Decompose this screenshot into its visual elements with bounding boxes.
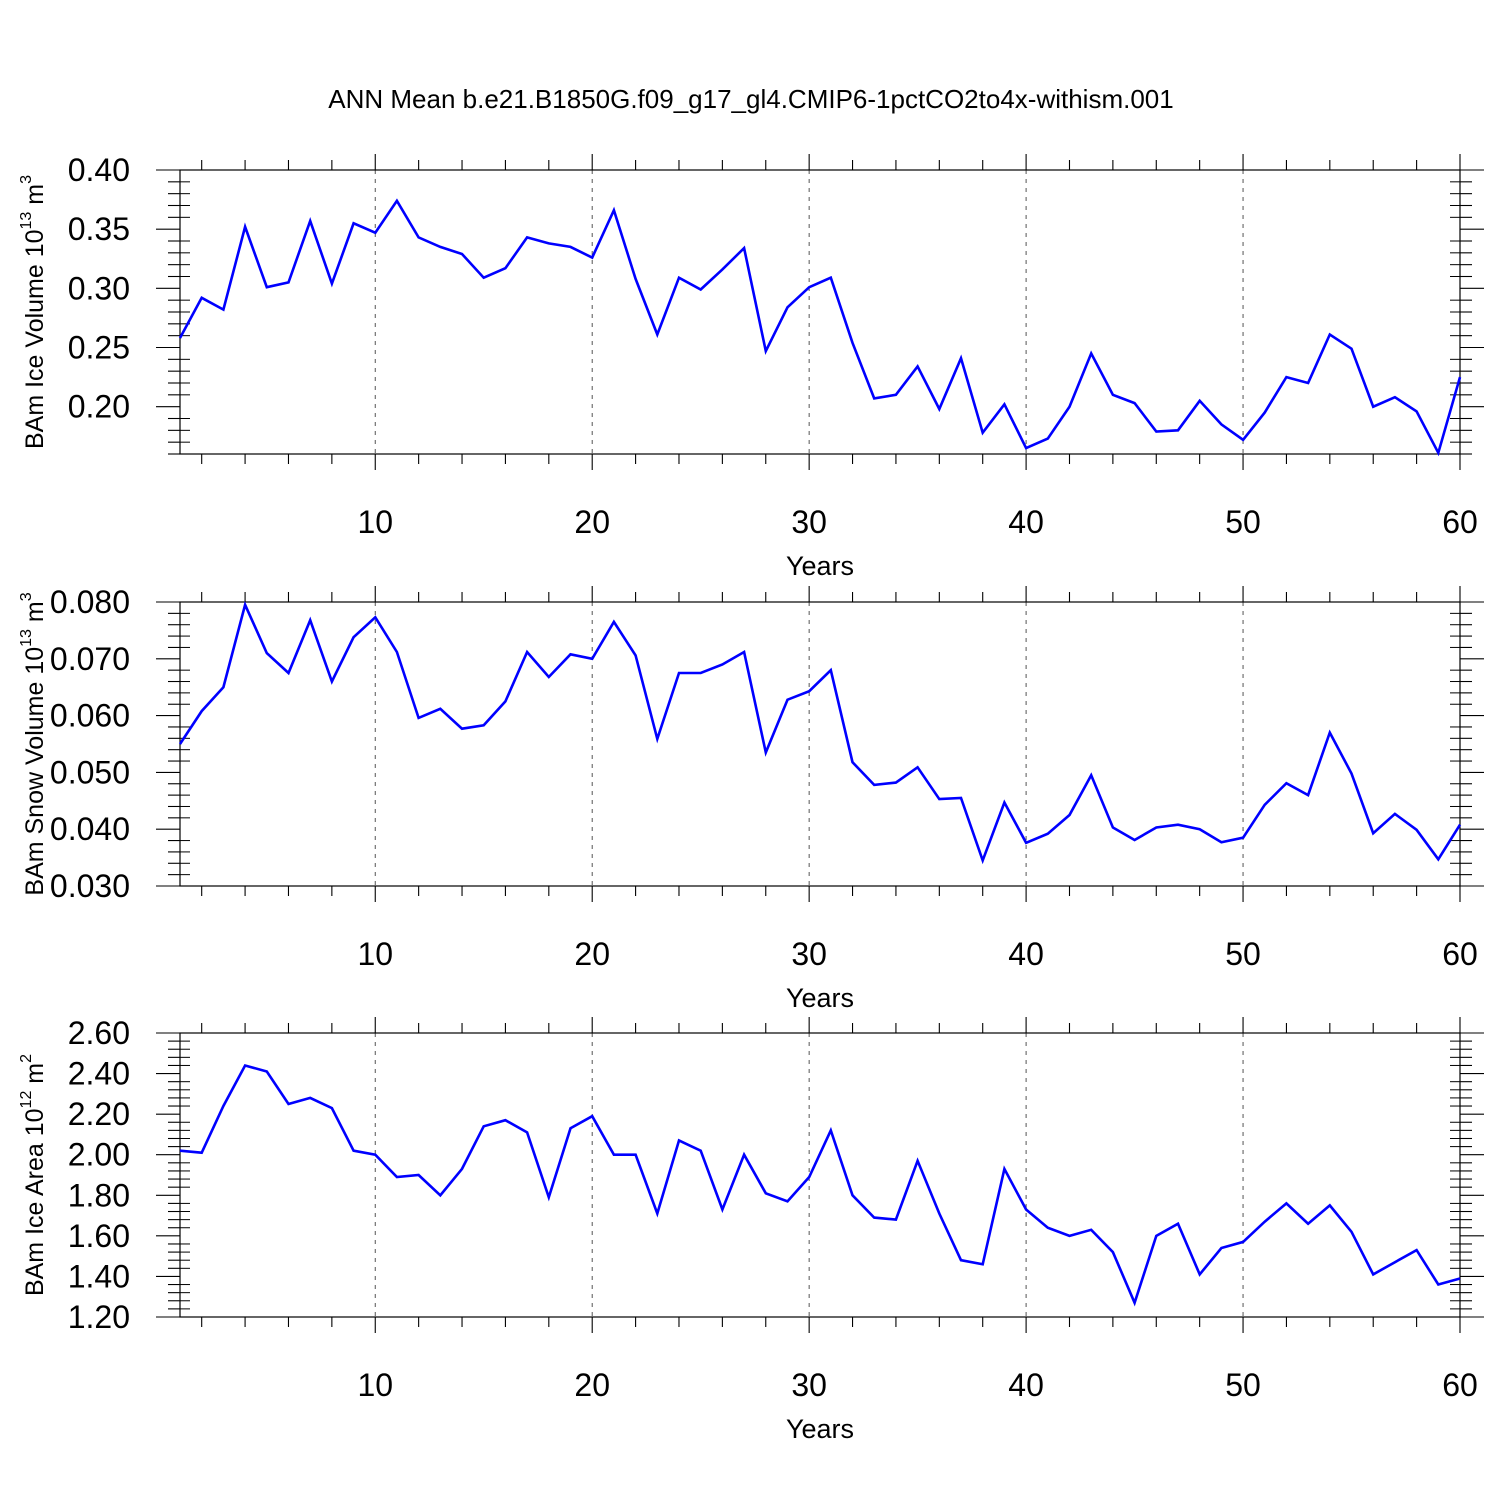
plot-frame — [179, 169, 1461, 455]
plot-frame — [179, 601, 1461, 887]
x-tick-label: 30 — [791, 1367, 827, 1403]
y-tick-label: 0.40 — [68, 152, 130, 188]
y-tick-label: 0.30 — [68, 270, 130, 306]
y-tick-label: 0.050 — [50, 754, 130, 790]
y-tick-label: 0.25 — [68, 330, 130, 366]
x-axis-label: Years — [786, 1414, 854, 1444]
x-tick-label: 40 — [1008, 936, 1044, 972]
y-tick-label: 0.080 — [50, 584, 130, 620]
x-tick-label: 20 — [574, 1367, 610, 1403]
y-tick-label: 0.35 — [68, 211, 130, 247]
y-axis-label: BAm Ice Area 1012 m2 — [18, 1054, 49, 1296]
y-tick-label: 0.030 — [50, 868, 130, 904]
x-tick-label: 60 — [1442, 504, 1478, 540]
y-tick-label: 1.20 — [68, 1299, 130, 1335]
y-tick-label: 0.20 — [68, 389, 130, 425]
y-tick-label: 0.070 — [50, 641, 130, 677]
x-tick-label: 50 — [1225, 936, 1261, 972]
y-tick-label: 2.20 — [68, 1096, 130, 1132]
x-tick-label: 40 — [1008, 504, 1044, 540]
x-tick-label: 20 — [574, 504, 610, 540]
page-title: ANN Mean b.e21.B1850G.f09_g17_gl4.CMIP6-… — [328, 84, 1173, 114]
y-axis-label: BAm Ice Volume 1013 m3 — [18, 175, 49, 449]
x-axis-label: Years — [786, 983, 854, 1013]
x-tick-label: 10 — [357, 936, 393, 972]
chart-panels: 10 20 30 40 50 60 0.20 0.25 0.30 0.35 0.40 Years BAm… — [18, 152, 1484, 1444]
y-tick-label: 2.00 — [68, 1137, 130, 1173]
y-tick-label: 2.40 — [68, 1056, 130, 1092]
series-line — [178, 198, 1462, 457]
x-tick-label: 60 — [1442, 936, 1478, 972]
x-tick-label: 60 — [1442, 1367, 1478, 1403]
chart-panel-3: 10 20 30 40 50 60 1.20 1.40 1.60 1.80 2.00 2.20 2.40… — [18, 1015, 1484, 1444]
x-tick-label: 30 — [791, 936, 827, 972]
x-tick-label: 40 — [1008, 1367, 1044, 1403]
series-line — [178, 600, 1462, 865]
plot-frame — [179, 1032, 1461, 1318]
y-tick-label: 2.60 — [68, 1015, 130, 1051]
y-tick-label: 1.60 — [68, 1218, 130, 1254]
y-tick-label: 1.40 — [68, 1258, 130, 1294]
y-tick-label: 0.060 — [50, 698, 130, 734]
y-tick-label: 0.040 — [50, 811, 130, 847]
series-line — [179, 1063, 1461, 1307]
x-axis-label: Years — [786, 551, 854, 581]
chart-panel-1: 10 20 30 40 50 60 0.20 0.25 0.30 0.35 0.40 Years BAm… — [18, 152, 1484, 581]
x-tick-label: 10 — [357, 1367, 393, 1403]
chart-panel-2: 10 20 30 40 50 60 0.030 0.040 0.050 0.060 0.070 0.0… — [18, 584, 1484, 1013]
y-tick-label: 1.80 — [68, 1177, 130, 1213]
x-tick-label: 50 — [1225, 504, 1261, 540]
y-axis-label: BAm Snow Volume 1013 m3 — [18, 592, 49, 895]
x-tick-label: 20 — [574, 936, 610, 972]
x-tick-label: 30 — [791, 504, 827, 540]
x-tick-label: 10 — [357, 504, 393, 540]
x-tick-label: 50 — [1225, 1367, 1261, 1403]
